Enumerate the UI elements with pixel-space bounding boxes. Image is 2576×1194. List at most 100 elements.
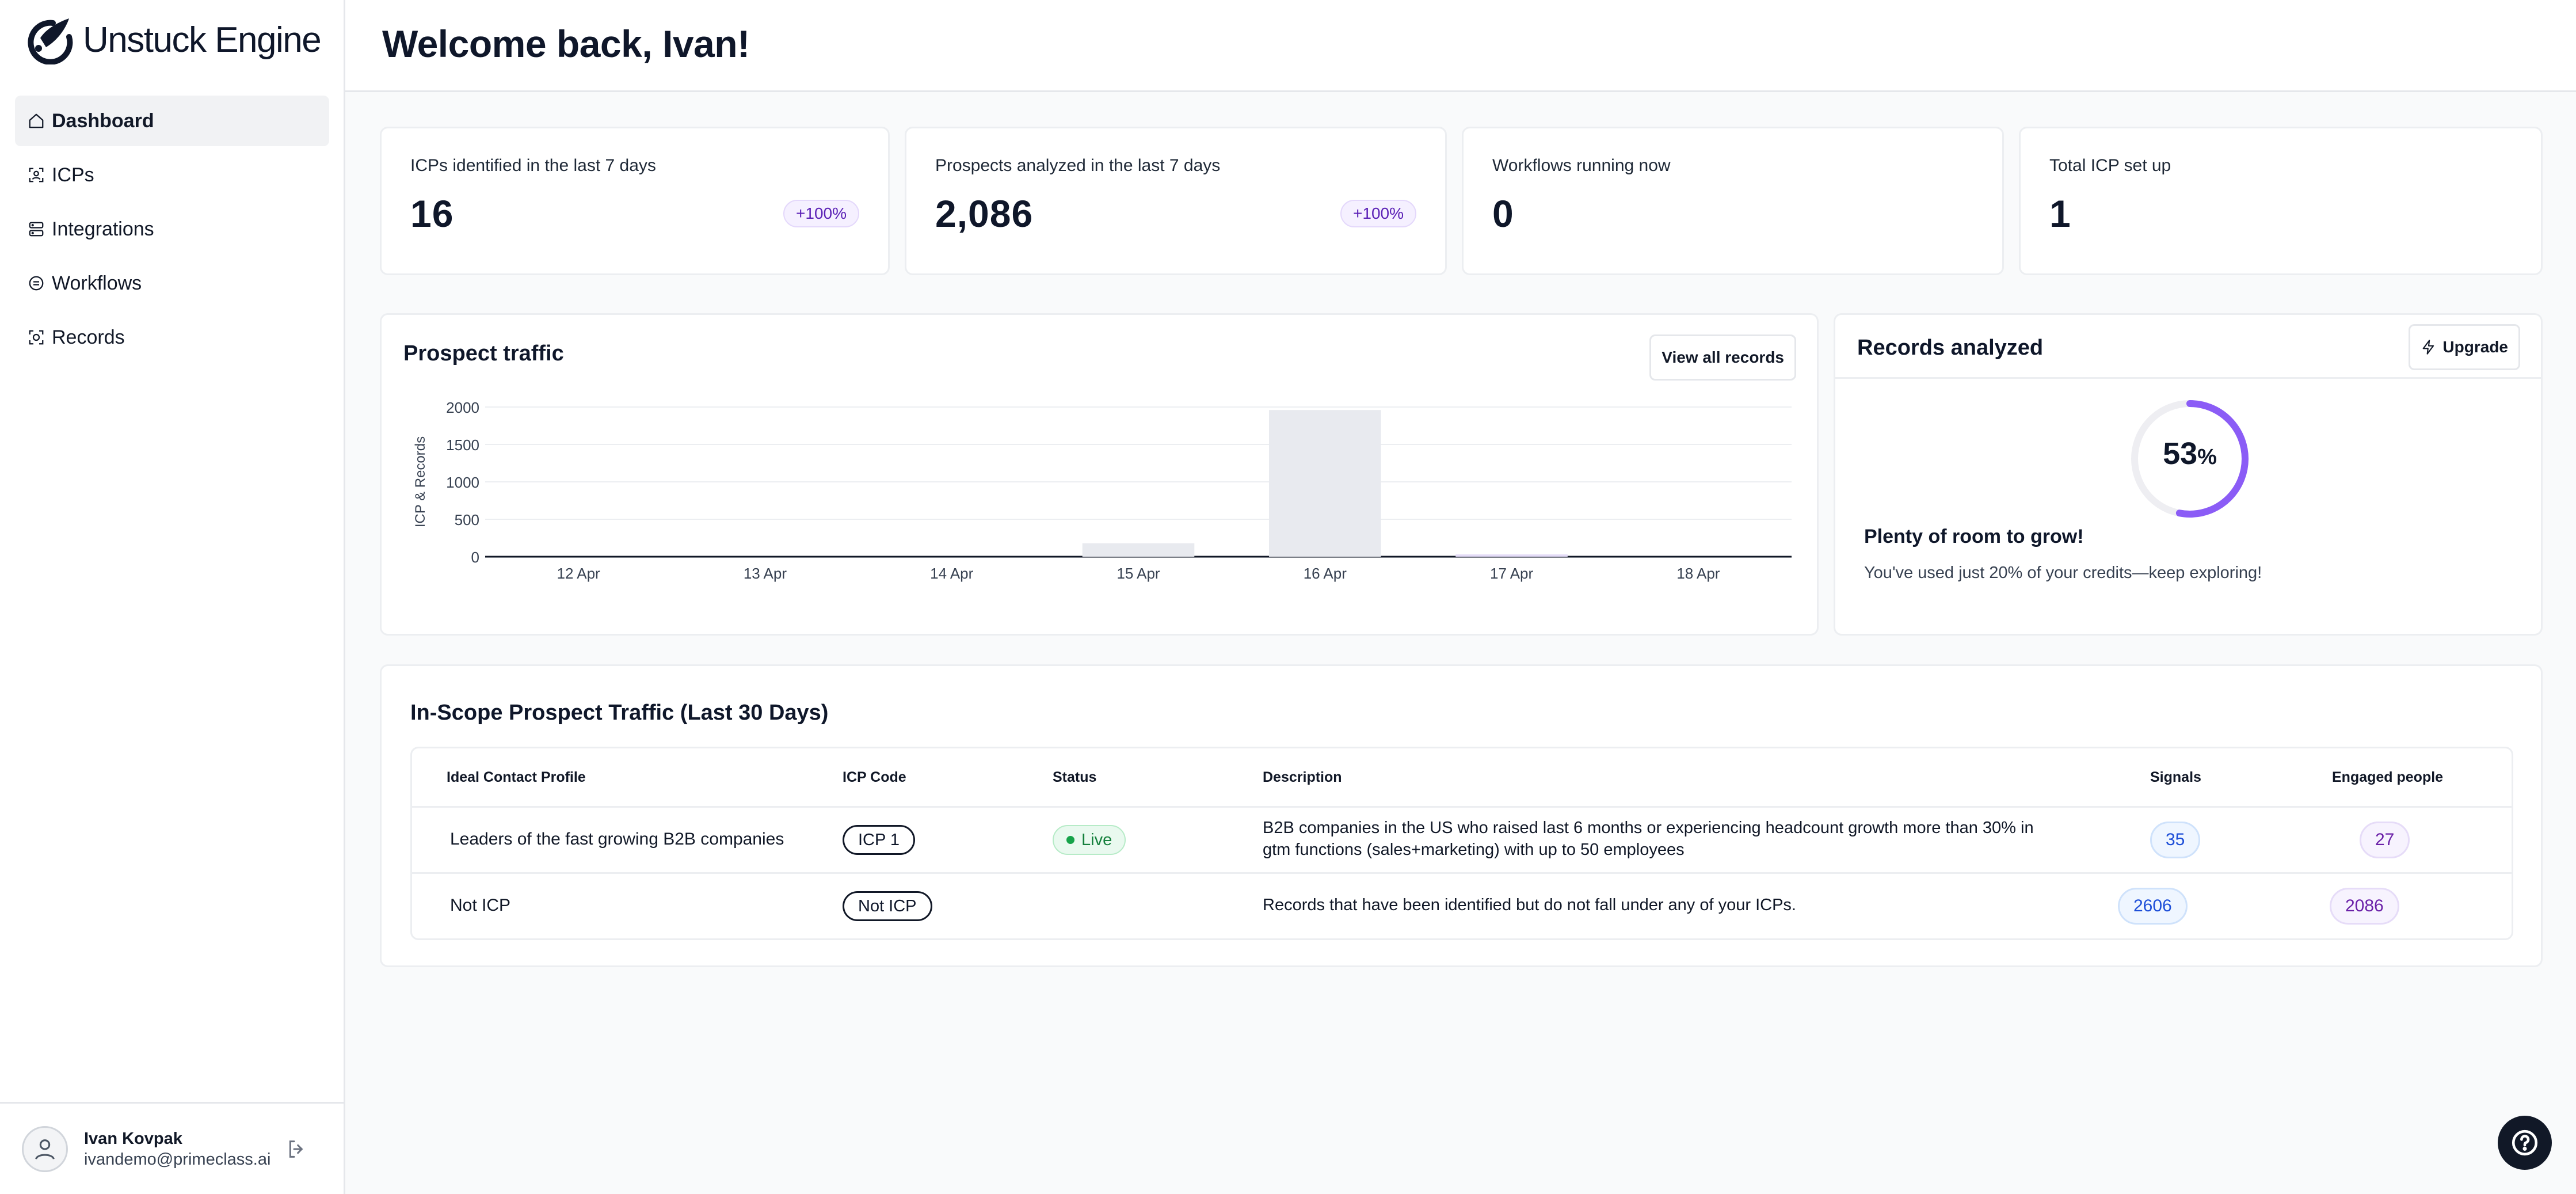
sidebar-item-dashboard[interactable]: Dashboard [15, 96, 329, 146]
section-title: Records analyzed [1857, 336, 2044, 360]
lightning-icon [2423, 340, 2434, 355]
sidebar-nav: Dashboard ICPs Integrations Workflows Re… [15, 96, 329, 366]
home-icon [29, 113, 44, 128]
records-progress-ring [2131, 400, 2249, 518]
avatar[interactable] [22, 1125, 68, 1172]
trend-badge: +100% [783, 200, 859, 227]
workflow-icon [29, 276, 44, 291]
records-subtext: You've used just 20% of your credits—kee… [1864, 564, 2262, 582]
in-scope-table: Ideal Contact Profile ICP Code Status De… [410, 747, 2513, 940]
stat-card-total-icp: Total ICP set up 1 [2019, 127, 2543, 275]
trend-badge: +100% [1340, 200, 1416, 227]
description-line: gtm functions (sales+marketing) with up … [1263, 841, 1685, 859]
x-tick-label: 18 Apr [1676, 565, 1720, 582]
engaged-count[interactable]: 2086 [2330, 888, 2399, 925]
x-tick-label: 12 Apr [557, 565, 601, 582]
records-percent-value: 53 [2163, 436, 2198, 471]
sidebar: Unstuck Engine Dashboard ICPs Integratio… [0, 0, 345, 1194]
x-tick-label: 14 Apr [930, 565, 974, 582]
prospect-traffic-card: Prospect traffic View all records 0 500 10… [380, 313, 1819, 636]
records-headline: Plenty of room to grow! [1864, 526, 2084, 547]
status-label: Live [1081, 830, 1112, 849]
engaged-count[interactable]: 27 [2360, 822, 2410, 858]
table-row[interactable]: Leaders of the fast growing B2B companie… [412, 808, 2512, 872]
in-scope-traffic-card: In-Scope Prospect Traffic (Last 30 Days)… [380, 664, 2543, 967]
brand-name: Unstuck Engine [83, 20, 322, 60]
chart-bar [1082, 543, 1195, 557]
y-axis-label: ICP & Records [413, 436, 428, 527]
stat-value: 1 [2049, 192, 2071, 235]
x-tick-label: 16 Apr [1304, 565, 1347, 582]
y-tick-label: 500 [455, 511, 479, 528]
section-title: In-Scope Prospect Traffic (Last 30 Days) [410, 701, 829, 725]
status-dot [1066, 836, 1074, 844]
stat-label: Workflows running now [1492, 156, 1671, 175]
sidebar-item-label: Records [52, 326, 125, 348]
stat-card-prospects: Prospects analyzed in the last 7 days 2,… [905, 127, 1447, 275]
brand-logo[interactable]: Unstuck Engine [23, 15, 322, 64]
stat-label: Total ICP set up [2049, 156, 2171, 175]
icp-code-badge: ICP 1 [843, 825, 916, 855]
column-header-icp-code: ICP Code [843, 769, 906, 785]
stat-value: 0 [1492, 192, 1514, 235]
scan-icon [29, 168, 44, 182]
user-profile: Ivan Kovpak ivandemo@primeclass.ai [0, 1102, 344, 1194]
sidebar-item-integrations[interactable]: Integrations [15, 204, 329, 254]
y-tick-label: 0 [471, 549, 479, 566]
y-tick-label: 2000 [446, 399, 479, 416]
stat-label: ICPs identified in the last 7 days [410, 156, 656, 175]
page-header: Welcome back, Ivan! [345, 0, 2576, 92]
sidebar-item-workflows[interactable]: Workflows [15, 258, 329, 309]
column-header-description: Description [1263, 769, 1342, 785]
description-cell: B2B companies in the US who raised last … [1263, 817, 2034, 861]
signals-count[interactable]: 2606 [2118, 888, 2188, 925]
y-tick-label: 1500 [446, 436, 479, 454]
x-tick-label: 15 Apr [1116, 565, 1160, 582]
chart-bar [1455, 554, 1568, 557]
description-cell: Records that have been identified but do… [1263, 896, 1796, 914]
section-title: Prospect traffic [403, 341, 564, 366]
icp-code-badge: Not ICP [843, 891, 932, 921]
help-button[interactable] [2498, 1116, 2552, 1170]
upgrade-button[interactable]: Upgrade [2409, 324, 2520, 370]
divider [1835, 377, 2541, 379]
profile-cell: Not ICP [450, 896, 511, 915]
sidebar-item-label: Dashboard [52, 109, 154, 132]
description-line: B2B companies in the US who raised last … [1263, 819, 2034, 837]
chart-bar [1269, 410, 1381, 557]
user-email: ivandemo@primeclass.ai [84, 1150, 271, 1169]
stat-label: Prospects analyzed in the last 7 days [935, 156, 1221, 175]
sidebar-item-label: Workflows [52, 272, 142, 294]
records-scan-icon [29, 330, 44, 345]
stat-card-icps: ICPs identified in the last 7 days 16 +1… [380, 127, 890, 275]
divider [412, 872, 2512, 874]
user-icon [35, 1139, 55, 1159]
stat-card-workflows: Workflows running now 0 [1462, 127, 2004, 275]
prospect-traffic-chart: 0 500 1000 1500 2000 ICP & Records 12 Apr 13 Ap… [413, 399, 1792, 582]
sidebar-item-label: ICPs [52, 163, 94, 186]
column-header-profile: Ideal Contact Profile [447, 769, 586, 785]
brand-logo-icon [28, 18, 73, 64]
records-percent-sign: % [2197, 445, 2217, 469]
help-icon [2512, 1130, 2538, 1156]
sidebar-item-icps[interactable]: ICPs [15, 150, 329, 200]
signals-count[interactable]: 35 [2150, 822, 2201, 858]
sidebar-item-records[interactable]: Records [15, 312, 329, 363]
logout-icon[interactable] [285, 1138, 308, 1161]
x-tick-label: 13 Apr [744, 565, 787, 582]
sidebar-item-label: Integrations [52, 218, 154, 240]
table-row[interactable]: Not ICP Not ICP Records that have been i… [412, 874, 2512, 938]
user-name: Ivan Kovpak [84, 1129, 182, 1148]
page-title: Welcome back, Ivan! [382, 22, 750, 65]
ring-progress [2131, 400, 2249, 518]
view-all-records-button[interactable]: View all records [1649, 334, 1796, 381]
y-tick-label: 1000 [446, 474, 479, 491]
upgrade-label: Upgrade [2442, 338, 2508, 356]
records-percent: 53% [2127, 436, 2253, 471]
stat-value: 2,086 [935, 192, 1034, 235]
database-icon [29, 222, 44, 237]
status-badge: Live [1053, 825, 1126, 855]
records-analyzed-card: Records analyzed Upgrade 53% Plenty of r… [1834, 313, 2543, 636]
stat-value: 16 [410, 192, 454, 235]
x-tick-label: 17 Apr [1490, 565, 1534, 582]
